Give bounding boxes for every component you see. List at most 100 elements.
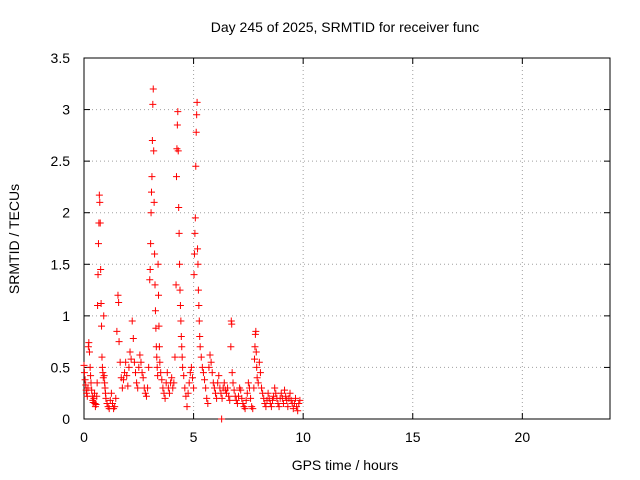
data-point (149, 100, 157, 108)
x-axis-title: GPS time / hours (292, 457, 399, 473)
data-point (193, 111, 201, 119)
y-tick-label: 2.5 (51, 153, 71, 169)
data-point (114, 291, 122, 299)
data-point (178, 353, 186, 361)
data-point (279, 400, 287, 408)
data-point (218, 415, 226, 423)
data-point (227, 343, 235, 351)
data-point (141, 389, 149, 397)
data-point (97, 265, 105, 273)
data-point (195, 317, 203, 325)
y-tick-label: 2 (62, 205, 70, 221)
data-point (243, 389, 251, 397)
data-point (242, 396, 250, 404)
data-point (225, 392, 233, 400)
data-point (129, 335, 137, 343)
data-point (174, 147, 182, 155)
data-point (199, 369, 207, 377)
data-point (267, 403, 275, 411)
data-point (295, 400, 303, 408)
data-point (128, 317, 136, 325)
data-point (238, 394, 246, 402)
data-point (169, 384, 177, 392)
data-point (175, 229, 183, 237)
data-point (138, 369, 146, 377)
data-point (185, 379, 193, 387)
data-point (80, 369, 88, 377)
x-tick-label: 20 (515, 429, 531, 445)
data-point (84, 384, 92, 392)
data-point (174, 108, 182, 116)
data-point (203, 394, 211, 402)
data-points (80, 85, 304, 423)
data-point (150, 198, 158, 206)
data-point (190, 271, 198, 279)
data-point (229, 379, 237, 387)
x-tick-label: 15 (405, 429, 421, 445)
data-point (281, 386, 289, 394)
y-tick-label: 3 (62, 102, 70, 118)
data-point (190, 250, 198, 258)
data-point (277, 389, 285, 397)
data-point (264, 389, 272, 397)
data-point (255, 358, 263, 366)
data-point (148, 188, 156, 196)
data-point (151, 250, 159, 258)
data-point (214, 379, 222, 387)
x-tick-label: 0 (80, 429, 88, 445)
data-point (226, 396, 234, 404)
data-point (224, 384, 232, 392)
data-point (180, 372, 188, 380)
data-point (153, 353, 161, 361)
data-point (284, 403, 292, 411)
data-point (135, 363, 143, 371)
data-point (130, 358, 138, 366)
data-point (253, 363, 261, 371)
data-point (175, 204, 183, 212)
data-point (258, 384, 266, 392)
data-point (251, 343, 259, 351)
data-point (85, 348, 93, 356)
data-point (208, 369, 216, 377)
data-point (296, 396, 304, 404)
data-point (85, 339, 93, 347)
data-point (95, 191, 103, 199)
data-point (156, 358, 164, 366)
data-point (87, 379, 95, 387)
data-point (168, 374, 176, 382)
data-point (96, 198, 104, 206)
data-point (93, 392, 101, 400)
data-point (154, 372, 162, 380)
data-point (239, 400, 247, 408)
data-point (254, 379, 262, 387)
data-point (194, 260, 202, 268)
data-point (148, 173, 156, 181)
data-point (151, 281, 159, 289)
data-point (115, 338, 123, 346)
data-point (207, 358, 215, 366)
data-point (176, 260, 184, 268)
data-point (158, 376, 166, 384)
data-point (125, 363, 133, 371)
data-point (144, 384, 152, 392)
data-point (111, 403, 119, 411)
data-point (196, 332, 204, 340)
data-point (179, 363, 187, 371)
data-point (148, 137, 156, 145)
data-point (181, 384, 189, 392)
data-point (124, 382, 132, 390)
y-tick-label: 0.5 (51, 359, 71, 375)
data-point (218, 394, 226, 402)
data-point (133, 379, 141, 387)
data-point (190, 384, 198, 392)
data-point (155, 322, 163, 330)
data-point (154, 260, 162, 268)
data-point (172, 173, 180, 181)
y-tick-label: 0 (62, 411, 70, 427)
data-point (294, 407, 302, 415)
data-point (247, 394, 255, 402)
data-point (191, 214, 199, 222)
data-point (147, 240, 155, 248)
data-point (177, 317, 185, 325)
